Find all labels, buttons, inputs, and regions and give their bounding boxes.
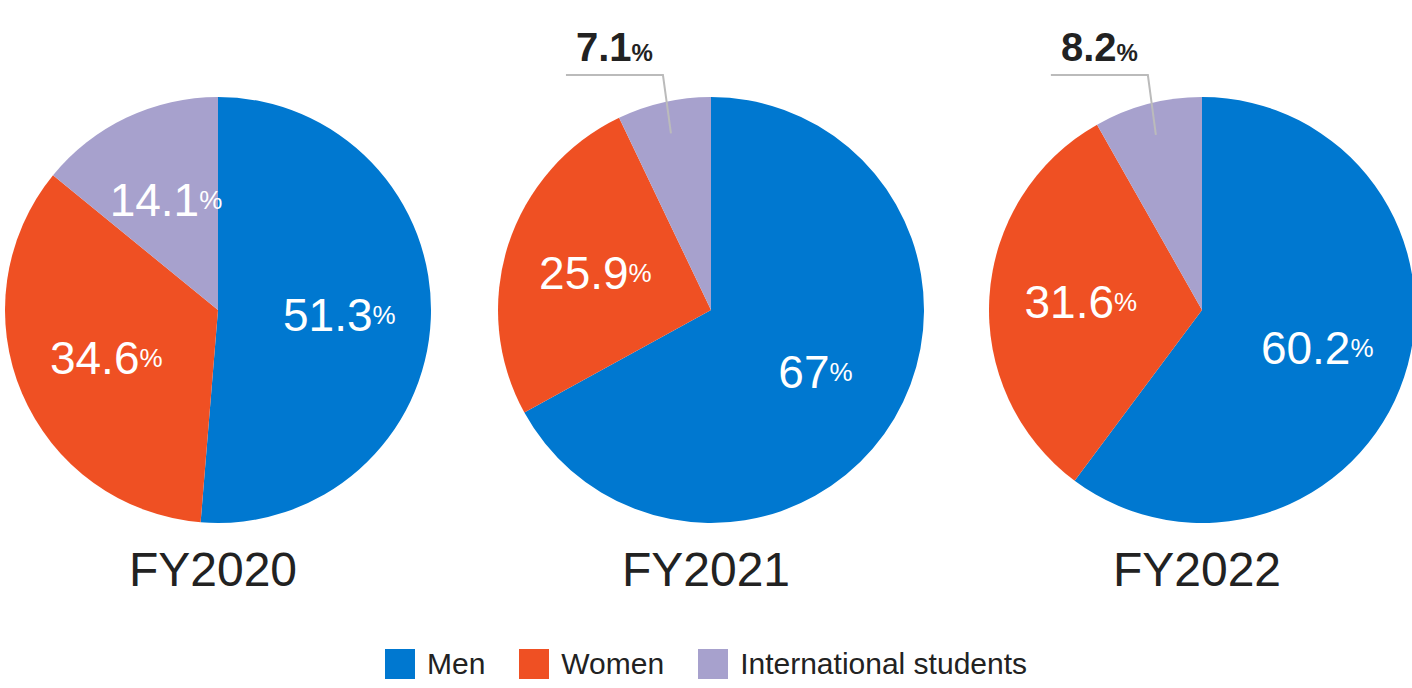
svg-text:31.6%: 31.6%	[1025, 276, 1138, 328]
svg-text:7.1%: 7.1%	[576, 25, 653, 69]
svg-text:25.9%: 25.9%	[539, 247, 652, 299]
svg-text:14.1%: 14.1%	[110, 174, 223, 226]
html-text:Women: Women	[561, 647, 665, 680]
html-text:Men: Men	[427, 647, 486, 680]
svg-text:60.2%: 60.2%	[1261, 322, 1374, 374]
html-text:FY2020: FY2020	[128, 543, 298, 596]
html-text:FY2021: FY2021	[621, 543, 791, 596]
svg-text:67%: 67%	[778, 346, 852, 398]
svg-text:8.2%: 8.2%	[1061, 25, 1138, 69]
html-text:FY2022: FY2022	[1112, 543, 1282, 596]
svg-text:51.3%: 51.3%	[283, 289, 396, 341]
svg-text:34.6%: 34.6%	[50, 332, 163, 384]
html-text:International students: International students	[740, 647, 1027, 680]
